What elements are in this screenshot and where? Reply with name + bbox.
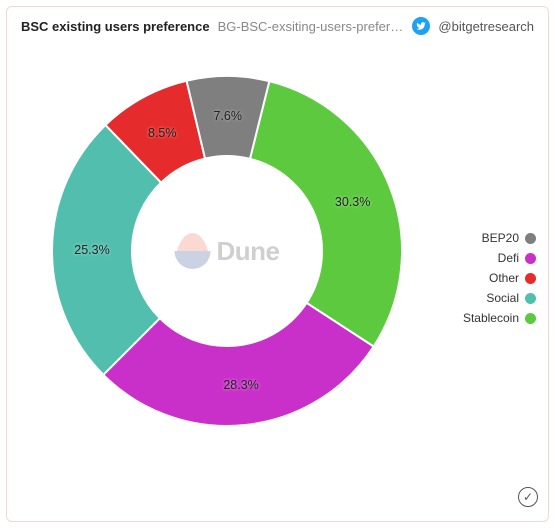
chart-area: Dune 30.3%28.3%25.3%8.5%7.6% BEP20DefiOt… xyxy=(7,41,548,515)
legend: BEP20 Defi Other Social Stablecoin xyxy=(463,231,536,325)
twitter-badge-icon xyxy=(412,17,430,35)
legend-item-stablecoin[interactable]: Stablecoin xyxy=(463,311,536,325)
legend-swatch-icon xyxy=(525,313,536,324)
legend-item-other[interactable]: Other xyxy=(463,271,536,285)
slice-label-social: 25.3% xyxy=(74,243,109,257)
legend-item-social[interactable]: Social xyxy=(463,291,536,305)
legend-label: Other xyxy=(489,271,519,285)
slice-label-stablecoin: 30.3% xyxy=(335,195,370,209)
slice-label-defi: 28.3% xyxy=(223,378,258,392)
chart-subtitle: BG-BSC-exsiting-users-preference-lite xyxy=(218,19,405,34)
legend-label: Defi xyxy=(498,251,519,265)
verified-check-icon: ✓ xyxy=(518,487,538,507)
chart-title: BSC existing users preference xyxy=(21,19,210,34)
legend-swatch-icon xyxy=(525,293,536,304)
slice-label-other: 8.5% xyxy=(148,126,177,140)
author-handle[interactable]: @bitgetresearch xyxy=(438,19,534,34)
slice-label-bep20: 7.6% xyxy=(214,109,243,123)
legend-swatch-icon xyxy=(525,253,536,264)
chart-card: BSC existing users preference BG-BSC-exs… xyxy=(6,6,549,522)
legend-label: Stablecoin xyxy=(463,311,519,325)
donut-chart: Dune 30.3%28.3%25.3%8.5%7.6% xyxy=(37,61,417,441)
legend-swatch-icon xyxy=(525,233,536,244)
legend-label: Social xyxy=(486,291,519,305)
legend-item-bep20[interactable]: BEP20 xyxy=(463,231,536,245)
legend-item-defi[interactable]: Defi xyxy=(463,251,536,265)
donut-slice-stablecoin[interactable] xyxy=(250,81,402,346)
legend-swatch-icon xyxy=(525,273,536,284)
card-header: BSC existing users preference BG-BSC-exs… xyxy=(7,7,548,41)
legend-label: BEP20 xyxy=(482,231,519,245)
